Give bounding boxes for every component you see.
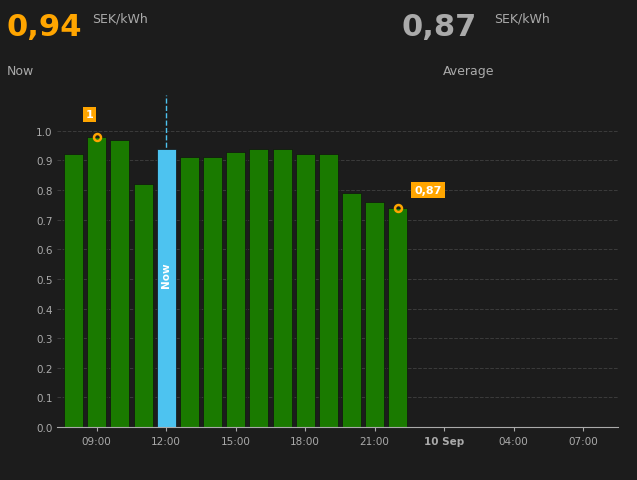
Text: Now: Now: [6, 65, 34, 78]
Text: SEK/kWh: SEK/kWh: [92, 13, 148, 26]
Bar: [157, 149, 176, 427]
Bar: [389, 208, 407, 427]
Bar: [203, 158, 222, 427]
Bar: [249, 149, 268, 427]
Text: 0,94: 0,94: [6, 13, 82, 42]
Bar: [273, 149, 292, 427]
Text: SEK/kWh: SEK/kWh: [494, 13, 550, 26]
Bar: [180, 158, 199, 427]
Bar: [365, 203, 384, 427]
Text: 0,87: 0,87: [414, 186, 441, 196]
Bar: [64, 155, 83, 427]
Text: Now: Now: [161, 262, 171, 287]
Bar: [319, 155, 338, 427]
Bar: [342, 193, 361, 427]
Text: 1: 1: [86, 110, 94, 120]
Bar: [134, 185, 152, 427]
Text: Average: Average: [443, 65, 494, 78]
Bar: [296, 155, 315, 427]
Bar: [110, 140, 129, 427]
Bar: [226, 152, 245, 427]
Text: 0,87: 0,87: [401, 13, 476, 42]
Bar: [87, 137, 106, 427]
